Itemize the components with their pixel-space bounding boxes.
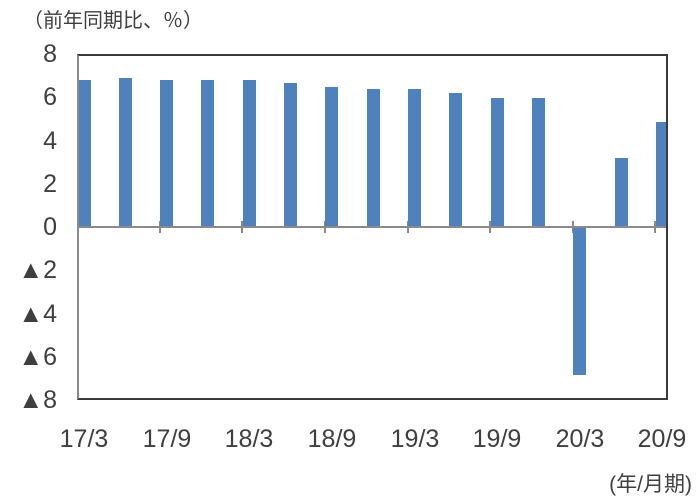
x-tick-label: 18/3: [224, 425, 274, 453]
y-tick-label: 4: [43, 127, 57, 155]
bar: [201, 80, 214, 227]
bar: [573, 228, 586, 375]
bar: [408, 89, 421, 227]
bar: [449, 93, 462, 227]
zero-line: [79, 226, 666, 228]
bar: [491, 98, 504, 228]
y-tick-label: ▲6: [18, 343, 57, 371]
x-tick-label: 17/9: [142, 425, 192, 453]
x-tick-label: 20/9: [637, 425, 687, 453]
bar: [615, 158, 628, 227]
y-tick-label: ▲4: [18, 300, 57, 328]
bar: [243, 80, 256, 227]
x-tick-label: 19/3: [390, 425, 440, 453]
x-tick-label: 18/9: [307, 425, 357, 453]
bar: [160, 80, 173, 227]
y-tick-label: 2: [43, 170, 57, 198]
y-tick-label: 6: [43, 83, 57, 111]
bar: [656, 122, 666, 228]
x-tick-label: 17/3: [59, 425, 109, 453]
x-tick-label: 20/3: [555, 425, 605, 453]
x-axis-tick-mark: [77, 221, 78, 233]
bar: [284, 83, 297, 228]
bar: [79, 80, 91, 227]
bar: [532, 98, 545, 228]
y-tick-label: 0: [43, 213, 57, 241]
x-axis-unit-label: (年/月期): [609, 473, 692, 496]
x-tick-label: 19/9: [472, 425, 522, 453]
bar: [325, 87, 338, 228]
bar: [119, 78, 132, 227]
plot-area: [77, 54, 668, 400]
y-tick-label: ▲8: [18, 386, 57, 414]
y-tick-label: ▲2: [18, 256, 57, 284]
chart-title: （前年同期比、％）: [23, 10, 203, 32]
y-tick-label: 8: [43, 40, 57, 68]
bar: [367, 89, 380, 227]
